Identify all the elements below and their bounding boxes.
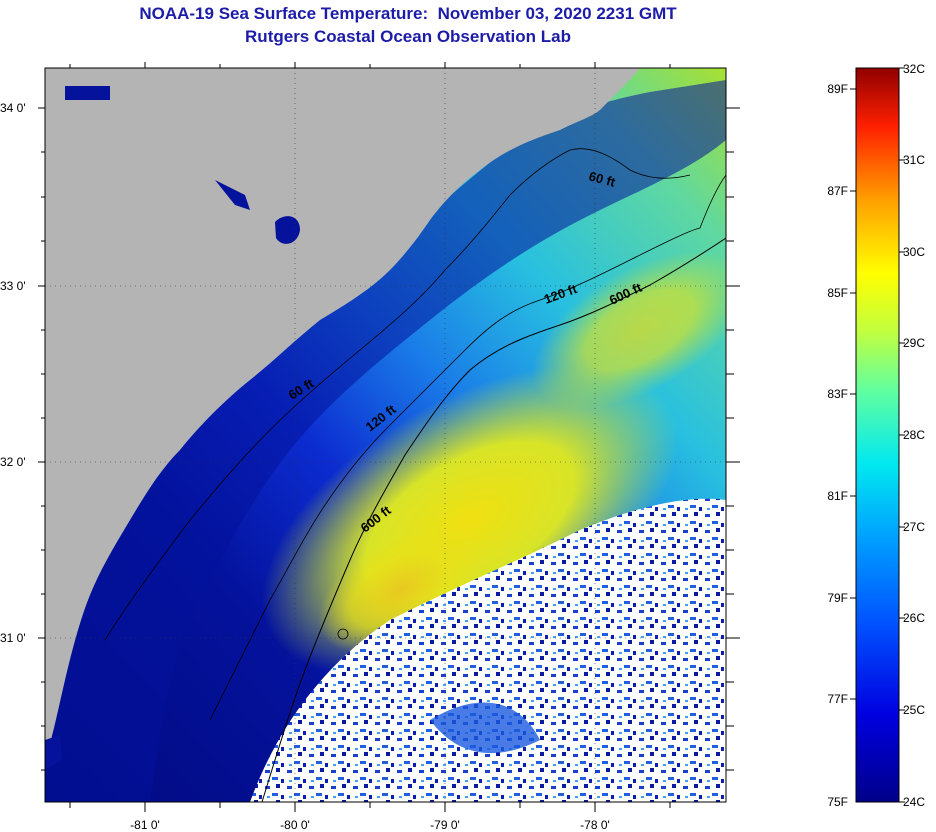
cb-f-89: 89F xyxy=(827,82,848,96)
map-frame xyxy=(44,67,727,803)
colorbar-gradient xyxy=(855,67,900,803)
temperature-colorbar: 89F 87F 85F 83F 81F 79F 77F 75F 32C 31C … xyxy=(827,62,925,809)
cb-f-85: 85F xyxy=(827,286,848,300)
cb-f-83: 83F xyxy=(827,387,848,401)
cb-f-79: 79F xyxy=(827,591,848,605)
cb-f-87: 87F xyxy=(827,184,848,198)
cb-f-77: 77F xyxy=(827,692,848,706)
top-ticks xyxy=(69,62,671,68)
graticule xyxy=(45,68,726,802)
lat-label-33: 33 0' xyxy=(0,279,26,293)
contour-line-60ft xyxy=(104,148,691,641)
land-mass xyxy=(45,68,640,760)
lat-label-34: 34 0' xyxy=(0,101,26,115)
bottom-ticks xyxy=(69,802,671,812)
cb-c-31: 31C xyxy=(903,153,925,167)
lon-label-79: -79 0' xyxy=(430,818,460,832)
lat-label-32: 32 0' xyxy=(0,455,26,469)
lat-label-31: 31 0' xyxy=(0,631,26,645)
cb-c-28: 28C xyxy=(903,428,925,442)
inland-water-north xyxy=(65,86,110,100)
cb-c-27: 27C xyxy=(903,520,925,534)
cb-f-81: 81F xyxy=(827,489,848,503)
cb-c-24: 24C xyxy=(903,795,925,809)
cb-c-32: 32C xyxy=(903,62,925,76)
map-subtitle: Rutgers Coastal Ocean Observation Lab xyxy=(245,27,571,46)
lon-label-80: -80 0' xyxy=(280,818,310,832)
contour-line-120ft xyxy=(209,174,726,721)
lon-label-81: -81 0' xyxy=(130,818,160,832)
contour-label-60ft-north: 60 ft xyxy=(587,168,617,190)
inland-lake xyxy=(275,216,300,244)
cb-c-30: 30C xyxy=(903,245,925,259)
lon-label-78: -78 0' xyxy=(580,818,610,832)
right-ticks xyxy=(726,107,740,771)
contour-line-600ft xyxy=(261,237,726,802)
cb-c-29: 29C xyxy=(903,336,925,350)
map-title: NOAA-19 Sea Surface Temperature: Novembe… xyxy=(139,4,677,23)
map-plot-area: 60 ft 60 ft 120 ft 120 ft 600 ft 600 ft xyxy=(45,68,726,802)
left-ticks xyxy=(38,107,45,771)
cb-f-75: 75F xyxy=(827,795,848,809)
cb-c-26: 26C xyxy=(903,611,925,625)
cb-c-25: 25C xyxy=(903,703,925,717)
cloud-cover xyxy=(250,498,726,802)
